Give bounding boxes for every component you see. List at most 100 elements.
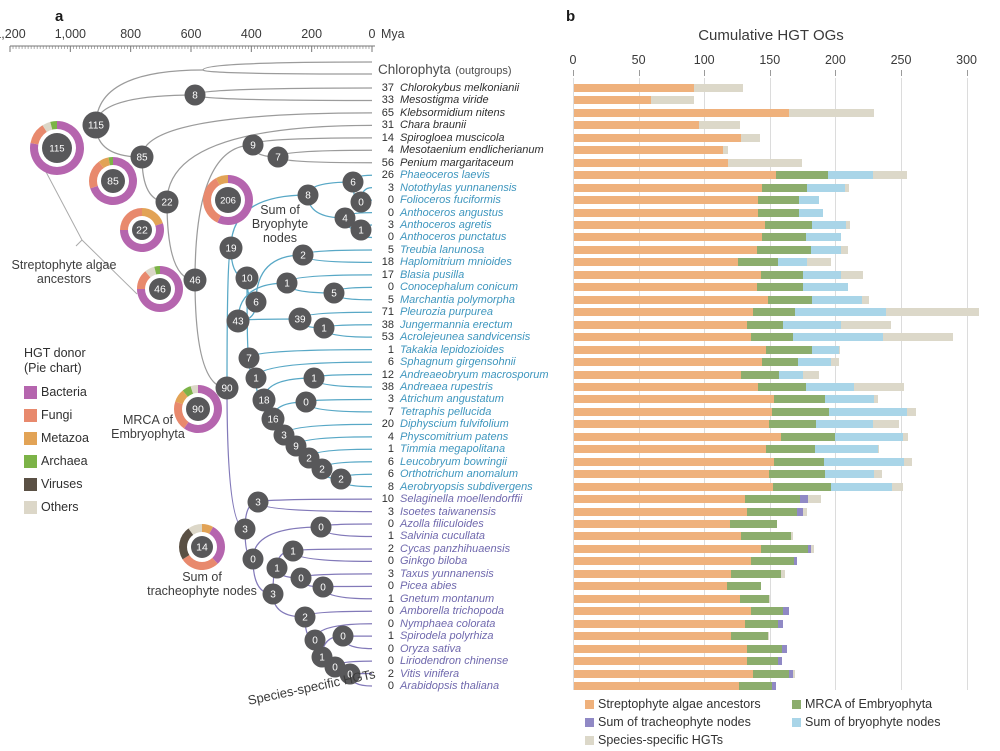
bar-segment-algae: [573, 221, 766, 230]
hgt-legend-item-label: Archaea: [41, 454, 88, 468]
bar-segment-specific: [872, 171, 907, 180]
species-hgt-count: 0: [387, 605, 394, 618]
mrca-embryophyta-label: MRCA of Embryophyta: [111, 413, 185, 441]
species-hgt-count: 6: [387, 455, 394, 468]
node-value: 2: [319, 465, 325, 476]
bar-segment-mrca: [766, 345, 813, 354]
bar-row: [573, 407, 916, 416]
bar-segment-algae: [573, 121, 700, 130]
species-name: Pleurozia purpurea: [400, 306, 493, 319]
node-value: 6: [253, 298, 259, 309]
species-hgt-count: 5: [387, 293, 394, 306]
bar-row: [573, 96, 695, 105]
node-value: 9: [250, 141, 256, 152]
bar-segment-bryo: [807, 183, 846, 192]
tree-branch: [286, 274, 373, 284]
bar-row: [573, 395, 878, 404]
bar-row: [573, 146, 729, 155]
hgt-legend-item-metazoa: Metazoa: [24, 431, 89, 445]
bar-row: [573, 171, 907, 180]
hgt-count-node: [267, 146, 289, 168]
bar-row: [573, 333, 953, 342]
pie-center-node: [132, 220, 152, 240]
species-hgt-count: 3: [387, 567, 394, 580]
bar-segment-specific: [807, 258, 831, 267]
bar-segment-algae: [573, 196, 759, 205]
hgt-count-node: [330, 468, 352, 490]
bar-segment-trach: [788, 669, 793, 678]
tree-branch: [95, 94, 196, 126]
bar-segment-trach: [782, 644, 788, 653]
node-value: 5: [331, 289, 337, 300]
hgt-count-node: [226, 309, 250, 333]
tree-branch: [202, 61, 373, 71]
specific-swatch-icon: [585, 735, 594, 745]
node-value: 22: [161, 198, 173, 209]
hgt-count-node: [247, 491, 269, 513]
pie-center-node: [101, 169, 125, 193]
bar-segment-bryo: [834, 432, 903, 441]
hgt-legend-item-label: Others: [41, 500, 79, 514]
bar-segment-algae: [573, 158, 729, 167]
bar-segment-algae: [573, 146, 724, 155]
bar-segment-mrca: [768, 470, 826, 479]
node-value: 4: [342, 214, 348, 225]
species-hgt-count: 17: [381, 268, 394, 281]
species-name: Diphyscium fulvifolium: [400, 418, 509, 431]
bar-segment-specific: [788, 108, 874, 117]
bar-row: [573, 457, 912, 466]
hgt-count-node: [334, 207, 356, 229]
bar-segment-mrca: [768, 420, 817, 429]
bar-segment-algae: [573, 407, 772, 416]
species-hgt-count: 0: [387, 206, 394, 219]
species-name: Andreaeobryum macrosporum: [400, 368, 549, 381]
tree-branch: [283, 423, 373, 436]
hgt-count-node: [155, 190, 179, 214]
node-value: 8: [305, 191, 311, 202]
bar-segment-specific: [767, 632, 769, 641]
bar-legend-item-label: MRCA of Embryophyta: [805, 697, 933, 711]
bar-segment-mrca: [758, 382, 806, 391]
bar-row: [573, 569, 785, 578]
bar-segment-algae: [573, 258, 738, 267]
axis-tick-label: 300: [956, 53, 978, 67]
bar-segment-specific: [810, 544, 814, 553]
bar-segment-mrca: [774, 395, 826, 404]
node-value: 19: [225, 244, 237, 255]
species-hgt-count: 38: [381, 380, 394, 393]
bar-segment-mrca: [761, 270, 804, 279]
bar-segment-bryo: [792, 333, 884, 342]
species-name: Phaeoceros laevis: [400, 169, 490, 182]
species-hgt-count: 20: [381, 418, 394, 431]
species-hgt-count: 3: [387, 505, 394, 518]
node-value: 3: [281, 431, 287, 442]
node-value: 0: [318, 523, 324, 534]
species-hgt-count: 1: [387, 343, 394, 356]
hgt-count-node: [311, 458, 333, 480]
hgt-legend-item-label: Viruses: [41, 477, 83, 491]
gridline: [966, 78, 968, 690]
bar-segment-specific: [728, 158, 802, 167]
bar-row: [573, 520, 777, 529]
node-value: 1: [274, 564, 280, 575]
node-value: 0: [340, 632, 346, 643]
bar-segment-algae: [573, 183, 763, 192]
species-hgt-count: 33: [381, 94, 394, 107]
bar-segment-algae: [573, 495, 746, 504]
node-value: 6: [350, 178, 356, 189]
tree-branch: [166, 201, 196, 281]
bar-segment-mrca: [750, 607, 784, 616]
node-value: 1: [319, 653, 325, 664]
bar-row: [573, 382, 905, 391]
bar-row: [573, 657, 783, 666]
node-value: 85: [136, 153, 148, 164]
axis-tick: [901, 70, 902, 76]
species-name: Andreaea rupestris: [400, 380, 493, 393]
hgt-legend-items: Bacteria Fungi Metazoa Archaea Viruses Others: [24, 385, 89, 514]
tree-branch: [194, 279, 228, 389]
bar-segment-mrca: [774, 457, 825, 466]
bar-segment-specific: [885, 308, 979, 317]
bar-segment-bryo: [812, 345, 839, 354]
bar-segment-algae: [573, 133, 742, 142]
